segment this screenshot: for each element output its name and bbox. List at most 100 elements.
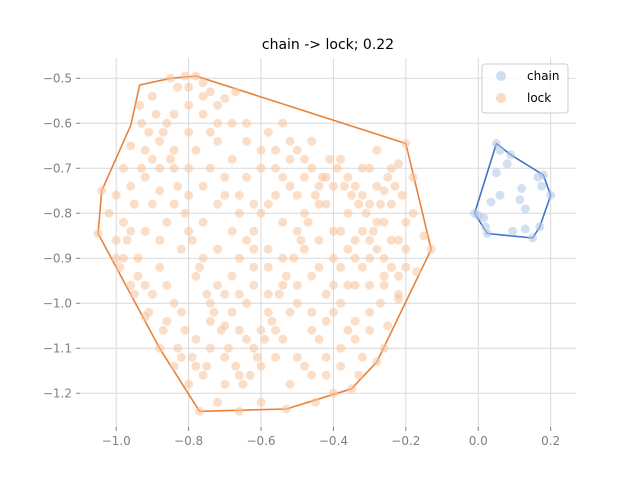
lock-point [343, 244, 353, 254]
x-tick-label: −1.0 [102, 434, 131, 448]
chain-point [491, 139, 501, 148]
lock-point [155, 163, 165, 173]
chain-point [520, 224, 530, 234]
lock-point [227, 154, 237, 164]
lock-point [155, 136, 165, 146]
lock-point [184, 127, 194, 137]
lock-point [198, 91, 208, 101]
lock-point [234, 370, 244, 380]
lock-point [202, 361, 212, 371]
lock-point [147, 154, 157, 164]
lock-point [314, 334, 324, 344]
lock-point [256, 397, 266, 407]
lock-point [328, 388, 338, 398]
lock-point [249, 199, 259, 209]
lock-point [137, 163, 147, 173]
lock-point [256, 361, 266, 371]
lock-point [267, 316, 277, 326]
lock-point [155, 262, 165, 272]
lock-point [213, 199, 223, 209]
lock-point [314, 262, 324, 272]
lock-point [155, 343, 165, 353]
lock-point [292, 145, 302, 155]
lock-point [271, 352, 281, 362]
chain-point [470, 208, 480, 218]
lock-point [394, 289, 404, 299]
lock-point [307, 325, 317, 335]
lock-point [144, 127, 154, 137]
lock-point [328, 226, 338, 236]
lock-point [220, 379, 230, 389]
lock-point [354, 199, 364, 209]
lock-point [223, 343, 233, 353]
lock-point [292, 352, 302, 362]
lock-point [303, 217, 313, 227]
chain-point [537, 181, 547, 191]
lock-point [401, 139, 411, 148]
lock-point [115, 262, 125, 272]
lock-point [365, 325, 375, 335]
legend-marker-lock [496, 93, 506, 103]
lock-point [234, 190, 244, 200]
lock-point [336, 262, 346, 272]
lock-point [234, 289, 244, 299]
lock-point [278, 172, 288, 182]
lock-point [357, 262, 367, 272]
lock-point [140, 280, 150, 290]
chain-point [508, 226, 518, 236]
lock-point [93, 229, 103, 238]
legend: chain lock [481, 63, 569, 114]
lock-point [278, 217, 288, 227]
lock-point [354, 370, 364, 380]
y-tick-label: −0.9 [43, 251, 72, 265]
lock-point [321, 370, 331, 380]
lock-point [321, 289, 331, 299]
lock-point [126, 226, 136, 236]
lock-point [162, 118, 172, 128]
lock-point [386, 163, 396, 173]
lock-point [126, 181, 136, 191]
lock-point [213, 244, 223, 254]
lock-point [408, 208, 418, 218]
lock-point [372, 244, 382, 254]
lock-point [238, 379, 248, 389]
chain-point [517, 184, 527, 193]
lock-point [379, 343, 389, 353]
lock-point [426, 244, 436, 254]
lock-point [118, 163, 128, 173]
chain-point [520, 204, 530, 214]
lock-point [278, 334, 288, 344]
x-tick-label: −0.8 [174, 434, 203, 448]
lock-point [242, 118, 252, 128]
lock-point [202, 289, 212, 299]
lock-point [162, 280, 172, 290]
lock-point [133, 253, 143, 263]
lock-point [256, 145, 266, 155]
lock-point [350, 235, 360, 245]
lock-point [375, 298, 385, 308]
lock-point [328, 280, 338, 290]
lock-point [343, 208, 353, 218]
lock-point [166, 73, 176, 83]
lock-point [299, 172, 309, 182]
lock-point [321, 316, 331, 326]
lock-point [365, 163, 375, 173]
grid [80, 58, 576, 427]
lock-point [129, 289, 139, 299]
lock-point [198, 109, 208, 119]
lock-point [180, 71, 190, 81]
lock-point [263, 289, 273, 299]
lock-point [271, 190, 281, 200]
lock-point [191, 271, 201, 281]
lock-point [328, 253, 338, 263]
lock-point [328, 181, 338, 191]
chain-point [495, 190, 505, 200]
y-tick-label: −0.7 [43, 161, 72, 175]
lock-point [372, 181, 382, 191]
lock-point [173, 82, 183, 92]
lock-point [307, 271, 317, 281]
lock-point [274, 289, 284, 299]
lock-point [242, 136, 252, 146]
lock-point [213, 280, 223, 290]
lock-point [126, 280, 136, 290]
